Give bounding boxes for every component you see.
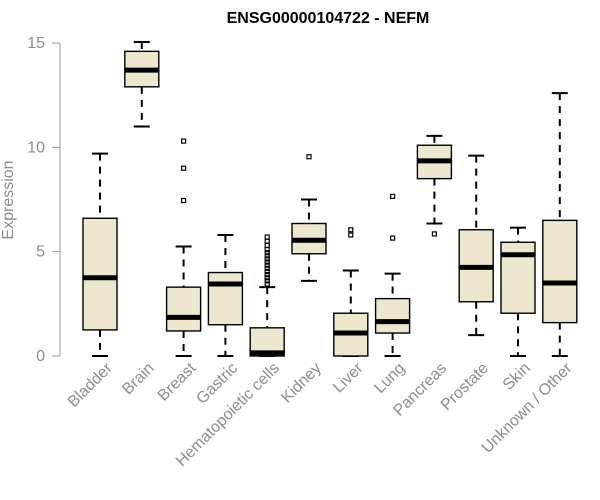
outlier-point xyxy=(348,227,354,233)
x-tick-label: Kidney xyxy=(278,360,325,407)
box-body xyxy=(542,219,578,324)
box-group xyxy=(500,226,536,357)
y-tick-label: 15 xyxy=(27,35,45,52)
outlier-point xyxy=(181,197,187,204)
box-group xyxy=(291,154,327,282)
outlier-point xyxy=(264,275,270,281)
x-tick-label: Liver xyxy=(330,359,367,396)
box-group xyxy=(333,227,369,357)
y-axis-ticks: 0 5 10 15 xyxy=(27,35,60,365)
outlier-point xyxy=(264,250,270,256)
y-tick-label: 0 xyxy=(36,348,45,365)
outlier-point xyxy=(264,242,270,249)
outlier-point xyxy=(264,265,270,271)
outlier-point xyxy=(390,193,396,199)
outlier-point xyxy=(306,154,312,160)
box-group xyxy=(207,233,244,357)
x-tick-label: Lung xyxy=(371,360,408,397)
x-tick-label: Skin xyxy=(500,360,534,394)
outlier-point xyxy=(181,138,187,144)
box-group xyxy=(124,40,160,128)
outlier-point xyxy=(264,259,270,265)
y-tick-label: 5 xyxy=(36,244,45,261)
x-tick-label: Brain xyxy=(119,360,157,398)
y-axis-label: Expression xyxy=(0,160,17,239)
outlier-point xyxy=(431,231,437,237)
outlier-point xyxy=(264,253,270,259)
outlier-point xyxy=(264,234,270,240)
box-group xyxy=(82,152,118,357)
outlier-point xyxy=(181,165,187,171)
outlier-point xyxy=(264,238,270,244)
outlier-point xyxy=(264,262,270,268)
box-group xyxy=(374,193,411,357)
outlier-point xyxy=(264,268,270,275)
outlier-point xyxy=(390,235,396,241)
boxplot-series xyxy=(82,40,578,357)
outlier-point xyxy=(264,278,270,284)
box-body xyxy=(207,271,244,326)
box-group xyxy=(542,92,578,357)
box-body xyxy=(82,217,118,331)
outlier-point xyxy=(348,232,354,238)
outlier-point xyxy=(264,272,270,278)
box-group xyxy=(249,234,285,357)
box-group xyxy=(416,134,453,237)
box-group xyxy=(165,138,202,357)
box-body xyxy=(165,286,202,332)
box-group xyxy=(458,154,494,337)
y-tick-label: 10 xyxy=(27,139,45,156)
outlier-point xyxy=(264,281,270,287)
chart-title: ENSG00000104722 - NEFM xyxy=(227,10,430,27)
outlier-point xyxy=(264,256,270,262)
x-tick-label: Breast xyxy=(155,359,200,404)
box-body xyxy=(374,297,411,334)
x-tick-label: Bladder xyxy=(65,359,116,410)
